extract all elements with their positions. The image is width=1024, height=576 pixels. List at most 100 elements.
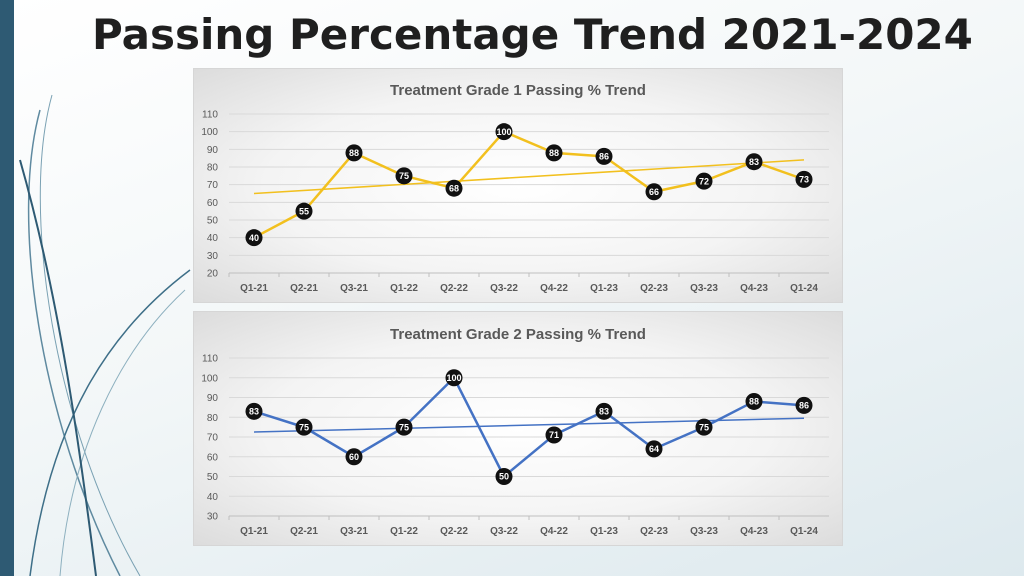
data-label: 40: [249, 233, 259, 243]
data-label: 75: [399, 422, 409, 432]
data-label: 75: [699, 422, 709, 432]
trendline: [253, 417, 805, 433]
data-label: 75: [299, 422, 309, 432]
y-tick-label: 90: [207, 393, 219, 404]
data-point: [345, 144, 363, 162]
data-label: 72: [699, 176, 709, 186]
data-label: 75: [399, 171, 409, 181]
data-label: 60: [349, 452, 359, 462]
y-tick-label: 30: [207, 512, 219, 523]
x-tick-label: Q3-22: [490, 283, 518, 294]
data-point: [495, 123, 513, 141]
x-tick-label: Q4-23: [740, 526, 768, 537]
x-tick-label: Q4-23: [740, 283, 768, 294]
x-tick-label: Q2-23: [640, 283, 668, 294]
x-tick-label: Q1-22: [390, 526, 418, 537]
data-point: [595, 402, 613, 420]
x-tick-label: Q1-24: [790, 283, 818, 294]
data-label: 88: [749, 397, 759, 407]
y-tick-label: 50: [207, 472, 219, 483]
y-tick-label: 80: [207, 413, 219, 424]
data-label: 88: [349, 148, 359, 158]
y-tick-label: 100: [201, 373, 218, 384]
data-label: 83: [249, 407, 259, 417]
decorative-swoosh-lines: [19, 94, 191, 576]
data-label: 68: [449, 183, 459, 193]
data-point: [345, 448, 363, 466]
y-tick-label: 70: [207, 180, 219, 191]
y-tick-label: 110: [202, 354, 218, 365]
page-title: Passing Percentage Trend 2021-2024: [92, 10, 973, 59]
data-point: [545, 426, 563, 444]
x-tick-label: Q3-21: [340, 283, 368, 294]
chart-title: Treatment Grade 1 Passing % Trend: [390, 82, 646, 99]
data-point: [245, 229, 263, 247]
data-point: [595, 147, 613, 165]
x-tick-label: Q3-22: [490, 526, 518, 537]
data-point: [445, 369, 463, 387]
data-label: 86: [599, 152, 609, 162]
data-point: [645, 440, 663, 458]
y-tick-label: 50: [207, 216, 219, 227]
data-point: [795, 170, 813, 188]
data-label: 100: [446, 373, 461, 383]
y-tick-label: 110: [202, 110, 218, 121]
data-label: 66: [649, 187, 659, 197]
y-tick-label: 40: [207, 492, 219, 503]
x-tick-label: Q1-21: [240, 526, 268, 537]
data-point: [295, 202, 313, 220]
x-tick-label: Q2-22: [440, 283, 468, 294]
trendline: [253, 159, 805, 195]
x-tick-label: Q3-23: [690, 283, 718, 294]
data-label: 83: [749, 157, 759, 167]
data-label: 100: [496, 127, 511, 137]
data-point: [395, 418, 413, 436]
data-point: [295, 418, 313, 436]
y-tick-label: 70: [207, 433, 219, 444]
x-tick-label: Q1-23: [590, 283, 618, 294]
data-point: [445, 179, 463, 197]
data-label: 83: [599, 407, 609, 417]
y-tick-label: 90: [207, 145, 219, 156]
x-tick-label: Q2-23: [640, 526, 668, 537]
data-point: [745, 392, 763, 410]
x-tick-label: Q2-21: [290, 526, 318, 537]
data-point: [695, 172, 713, 190]
grade2-chart-panel: Treatment Grade 2 Passing % Trend 30 40 50…: [193, 311, 843, 546]
data-label: 88: [549, 148, 559, 158]
y-tick-label: 100: [201, 127, 218, 138]
series-line: [253, 376, 805, 478]
left-accent-bar: [0, 0, 14, 576]
x-tick-label: Q4-22: [540, 283, 568, 294]
data-point: [495, 468, 513, 485]
data-label: 71: [549, 430, 559, 440]
data-point: [745, 153, 763, 171]
y-tick-label: 60: [207, 198, 219, 209]
x-tick-label: Q3-21: [340, 526, 368, 537]
data-point: [795, 396, 813, 414]
data-label: 64: [649, 444, 659, 454]
y-tick-label: 80: [207, 163, 219, 174]
x-tick-label: Q1-22: [390, 283, 418, 294]
data-label: 86: [799, 401, 809, 411]
x-tick-label: Q1-23: [590, 526, 618, 537]
data-label: 50: [499, 472, 509, 482]
data-point: [395, 167, 413, 185]
data-point: [695, 418, 713, 436]
data-label: 73: [799, 175, 809, 185]
data-point: [645, 183, 663, 201]
grade1-line-chart: Treatment Grade 1 Passing % Trend 20 30 40…: [201, 82, 829, 294]
data-label: 55: [299, 206, 309, 216]
x-tick-label: Q4-22: [540, 526, 568, 537]
data-point: [545, 144, 563, 162]
x-tick-label: Q1-21: [240, 283, 268, 294]
y-tick-label: 30: [207, 251, 219, 262]
x-tick-label: Q2-22: [440, 526, 468, 537]
data-point: [245, 402, 263, 420]
x-tick-label: Q1-24: [790, 526, 818, 537]
series-line: [253, 130, 805, 239]
y-tick-label: 60: [207, 452, 219, 463]
y-tick-label: 40: [207, 233, 219, 244]
x-tick-label: Q2-21: [290, 283, 318, 294]
chart-title: Treatment Grade 2 Passing % Trend: [390, 326, 646, 343]
